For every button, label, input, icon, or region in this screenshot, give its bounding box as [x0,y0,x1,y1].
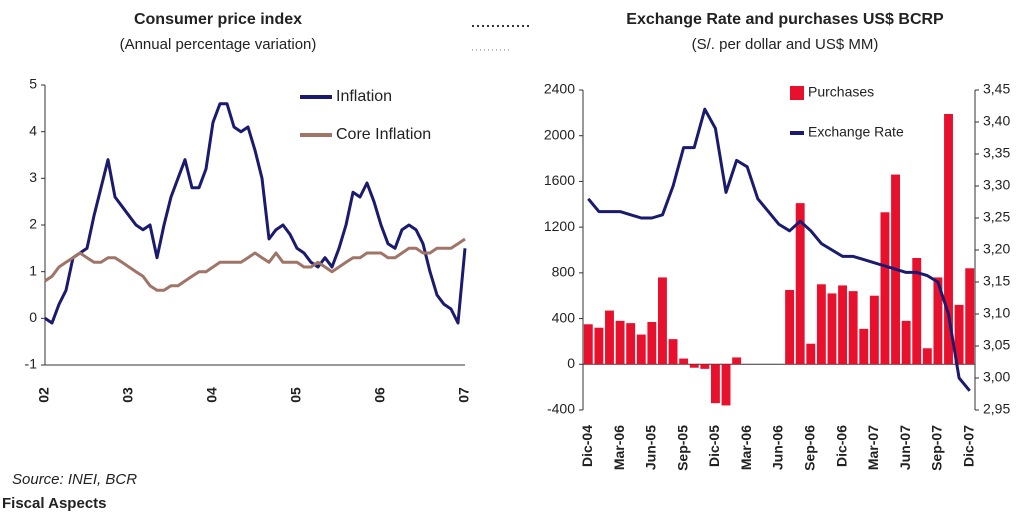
bar [679,358,689,365]
line [44,237,466,292]
x-tick-label: Jun-07 [897,425,913,470]
legend-label: Exchange Rate [808,124,904,140]
x-tick-label: Sep-06 [801,425,817,471]
bar [944,114,953,365]
bar [626,323,636,365]
x-tick-label: 04 [204,387,220,403]
x-tick-label: 02 [36,387,52,403]
bar [816,284,826,365]
y-tick-label: 2 [29,216,37,232]
bar [912,258,922,365]
line [587,107,971,392]
bar [965,268,975,365]
y2-tick-label: 3,05 [983,337,1010,353]
bar [954,304,964,365]
y-tick-label: 1 [29,262,37,278]
bar [658,277,667,365]
chart-title: Consumer price index [134,11,302,28]
bar [689,364,699,368]
y2-tick-label: 3,45 [983,81,1010,97]
bar [922,348,932,365]
x-tick-label: Mar-06 [738,425,754,470]
x-tick-label: Dic-05 [706,425,722,467]
x-tick-label: 05 [288,387,304,403]
bar [594,327,604,365]
y-tick-label: 3 [29,169,37,185]
x-tick-label: Dic-06 [833,425,849,467]
chart-subtitle: (S/. per dollar and US$ MM) [692,36,879,53]
bar [901,320,911,365]
bar [700,364,710,369]
y-tick-label: 400 [552,309,576,325]
source: Source: INEI, BCR [12,471,137,488]
y-tick-label: 5 [29,76,37,92]
bar [636,334,646,365]
bar [583,324,593,365]
y-tick-label: 2400 [544,81,575,97]
legend-label: Purchases [808,84,874,100]
y2-tick-label: 3,15 [983,273,1010,289]
bar [859,328,869,365]
x-tick-label: 07 [456,387,472,403]
bar [838,285,848,365]
bar [806,343,816,365]
y-tick-label: 1200 [544,218,575,234]
bar [668,339,678,365]
y-tick-label: 2000 [544,126,575,142]
legend-swatch [790,86,804,100]
y-tick-label: 800 [552,264,576,280]
y-tick-label: -400 [547,401,575,417]
y2-tick-label: 3,40 [983,113,1010,129]
y-tick-label: 4 [29,122,37,138]
x-tick-label: Jun-06 [770,425,786,470]
y-tick-label: 0 [567,355,575,371]
y-tick-label: -1 [25,356,38,372]
legend-label: Core Inflation [336,126,431,143]
chart-subtitle: (Annual percentage variation) [120,36,317,53]
y2-tick-label: 2,95 [983,401,1010,417]
bar [848,291,858,365]
bar [933,277,943,365]
bar [721,364,731,406]
bar [615,320,625,365]
x-tick-label: 03 [120,387,136,403]
bar [785,290,795,365]
x-tick-label: Sep-07 [929,425,945,471]
y-tick-label: 0 [29,309,37,325]
x-tick-label: Mar-07 [865,425,881,470]
y2-tick-label: 3,25 [983,209,1010,225]
section: Fiscal Aspects [2,495,107,512]
bar [647,322,657,365]
x-tick-label: Jun-05 [643,425,659,470]
y2-tick-label: 3,35 [983,145,1010,161]
y2-tick-label: 3,00 [983,369,1010,385]
line [44,102,467,325]
bar [710,364,720,404]
bar [827,293,837,365]
x-tick-label: Dic-04 [579,425,595,467]
x-tick-label: Mar-06 [611,425,627,470]
x-tick-label: Dic-07 [960,425,976,467]
legend-label: Inflation [336,88,392,105]
y2-tick-label: 3,30 [983,177,1010,193]
bar [880,212,890,365]
y2-tick-label: 3,10 [983,305,1010,321]
bar [869,295,879,365]
bar [605,310,614,365]
bar [795,203,805,365]
x-tick-label: 06 [372,387,388,403]
chart-title: Exchange Rate and purchases US$ BCRP [626,11,944,28]
y2-tick-label: 3,20 [983,241,1010,257]
y-tick-label: 1600 [544,172,575,188]
x-tick-label: Sep-05 [674,425,690,471]
bar [732,357,742,365]
